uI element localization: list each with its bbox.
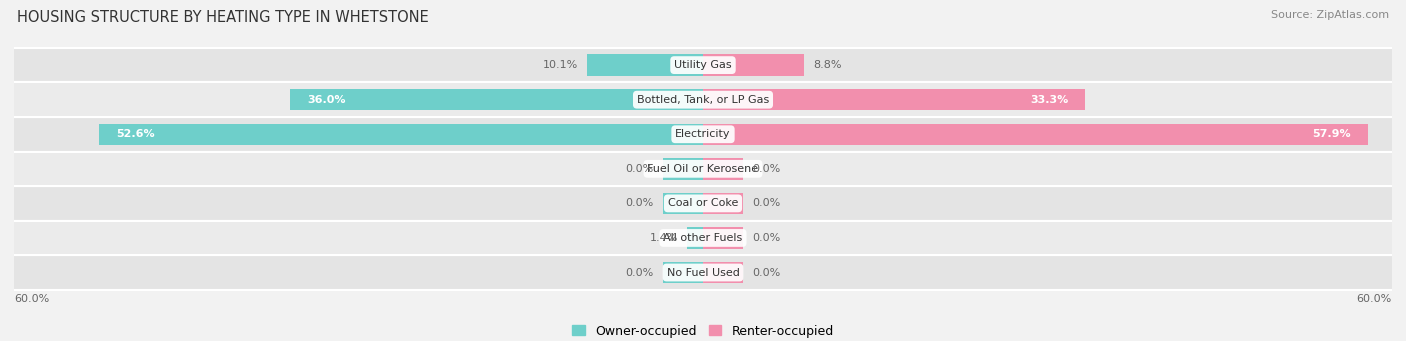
Text: Coal or Coke: Coal or Coke	[668, 198, 738, 208]
Bar	[703, 89, 1085, 110]
Text: Electricity: Electricity	[675, 129, 731, 139]
Bar	[703, 55, 804, 76]
Bar	[703, 227, 744, 249]
Text: 10.1%: 10.1%	[543, 60, 578, 70]
Bar	[14, 152, 1392, 185]
Text: All other Fuels: All other Fuels	[664, 233, 742, 243]
Text: No Fuel Used: No Fuel Used	[666, 268, 740, 278]
Text: 33.3%: 33.3%	[1029, 95, 1069, 105]
Bar	[688, 227, 703, 249]
Text: 0.0%: 0.0%	[752, 268, 780, 278]
Text: 8.8%: 8.8%	[813, 60, 842, 70]
Bar	[703, 123, 1368, 145]
Text: HOUSING STRUCTURE BY HEATING TYPE IN WHETSTONE: HOUSING STRUCTURE BY HEATING TYPE IN WHE…	[17, 10, 429, 25]
Bar	[703, 193, 744, 214]
Bar	[290, 89, 703, 110]
Text: Utility Gas: Utility Gas	[675, 60, 731, 70]
Legend: Owner-occupied, Renter-occupied: Owner-occupied, Renter-occupied	[568, 320, 838, 341]
Bar	[662, 158, 703, 179]
Bar	[14, 222, 1392, 254]
Bar	[14, 118, 1392, 150]
Text: Fuel Oil or Kerosene: Fuel Oil or Kerosene	[647, 164, 759, 174]
Bar	[703, 262, 744, 283]
Bar	[662, 262, 703, 283]
Bar	[98, 123, 703, 145]
Text: 60.0%: 60.0%	[14, 294, 49, 304]
Text: Source: ZipAtlas.com: Source: ZipAtlas.com	[1271, 10, 1389, 20]
Text: 0.0%: 0.0%	[752, 164, 780, 174]
Bar	[14, 256, 1392, 289]
Bar	[14, 84, 1392, 116]
Text: 0.0%: 0.0%	[626, 268, 654, 278]
Text: 52.6%: 52.6%	[117, 129, 155, 139]
Text: 0.0%: 0.0%	[626, 164, 654, 174]
Bar	[662, 193, 703, 214]
Text: 36.0%: 36.0%	[307, 95, 346, 105]
Text: Bottled, Tank, or LP Gas: Bottled, Tank, or LP Gas	[637, 95, 769, 105]
Text: 60.0%: 60.0%	[1357, 294, 1392, 304]
Bar	[14, 49, 1392, 81]
Text: 0.0%: 0.0%	[752, 233, 780, 243]
Text: 0.0%: 0.0%	[626, 198, 654, 208]
Bar	[703, 158, 744, 179]
Text: 1.4%: 1.4%	[650, 233, 678, 243]
Text: 57.9%: 57.9%	[1312, 129, 1351, 139]
Text: 0.0%: 0.0%	[752, 198, 780, 208]
Bar	[14, 187, 1392, 220]
Bar	[588, 55, 703, 76]
